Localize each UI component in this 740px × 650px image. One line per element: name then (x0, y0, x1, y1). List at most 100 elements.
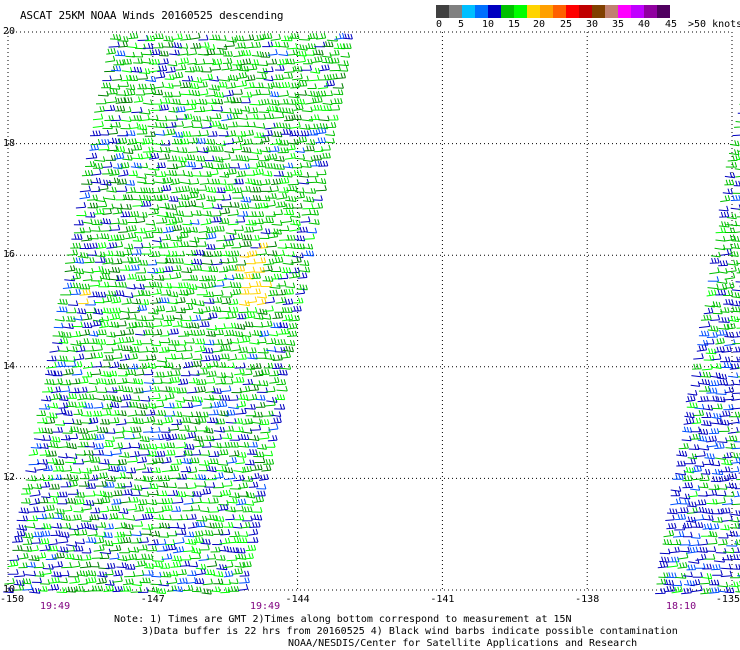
wind-barb (162, 177, 173, 184)
wind-barb (225, 514, 235, 521)
wind-barb (135, 275, 147, 281)
wind-barb (213, 578, 224, 585)
wind-barb (213, 426, 226, 433)
wind-barb (199, 506, 210, 513)
wind-barb (670, 486, 682, 492)
wind-barb (240, 240, 252, 247)
wind-barb (283, 203, 294, 210)
wind-barb (204, 155, 215, 162)
wind-barb (717, 538, 728, 546)
wind-barb (712, 308, 723, 315)
wind-barb (78, 338, 90, 345)
wind-barb (75, 538, 85, 545)
wind-barb (171, 411, 183, 418)
wind-barb (718, 268, 728, 274)
wind-barb (177, 387, 187, 394)
wind-barb (248, 528, 259, 536)
wind-barb (220, 394, 231, 401)
wind-barb (217, 400, 228, 408)
wind-barb (275, 296, 287, 304)
wind-barb (188, 137, 199, 144)
wind-barb (205, 138, 216, 145)
wind-barb (251, 321, 264, 328)
wind-barb (706, 546, 717, 552)
wind-barb (122, 248, 133, 256)
wind-barb (709, 579, 720, 586)
wind-barb (209, 120, 221, 127)
wind-barb (16, 524, 28, 531)
wind-barb (129, 546, 140, 553)
wind-barb (178, 57, 189, 65)
wind-barb (105, 579, 115, 586)
wind-barb (201, 66, 212, 73)
wind-barb (732, 503, 740, 506)
wind-barb (159, 50, 169, 57)
wind-barb (197, 147, 209, 154)
wind-barb (258, 432, 270, 440)
wind-barb (210, 210, 222, 217)
wind-barb (730, 554, 740, 560)
wind-barb (295, 147, 305, 153)
wind-barb (302, 196, 315, 203)
wind-barb (185, 431, 197, 439)
wind-barb (99, 553, 110, 560)
wind-barb (69, 576, 80, 584)
wind-barb (289, 130, 300, 137)
wind-barb (160, 571, 172, 578)
wind-barb (305, 97, 315, 105)
wind-barb (114, 531, 126, 538)
wind-barb (690, 485, 701, 491)
wind-barb (681, 435, 692, 442)
wind-barb (93, 536, 105, 544)
wind-barb (159, 433, 170, 441)
wind-barb (282, 72, 294, 79)
wind-barb (253, 495, 265, 503)
wind-barb (267, 49, 278, 56)
wind-barb (95, 522, 107, 528)
wind-barb (120, 211, 131, 218)
legend-swatch (488, 5, 501, 18)
wind-barb (21, 497, 31, 504)
wind-barb (62, 368, 74, 376)
wind-barb (36, 410, 47, 416)
wind-barb (120, 401, 132, 408)
wind-barb (85, 537, 97, 543)
wind-barb (722, 498, 733, 506)
wind-barb (155, 71, 166, 79)
wind-barb (265, 200, 276, 208)
wind-barb (289, 224, 300, 232)
wind-barb (147, 121, 158, 128)
wind-barb (156, 122, 168, 129)
wind-barb (114, 513, 125, 520)
wind-barb (172, 224, 183, 232)
wind-barb (708, 530, 718, 538)
wind-barb (33, 562, 45, 569)
wind-barb (251, 50, 263, 57)
wind-barb (139, 491, 150, 497)
legend-swatch (566, 5, 579, 18)
wind-barb (693, 353, 704, 360)
wind-barb (691, 417, 702, 425)
wind-barb (130, 66, 143, 73)
wind-barb (233, 376, 245, 383)
wind-barb (121, 106, 132, 113)
wind-barb (97, 377, 107, 385)
wind-barb (692, 572, 703, 578)
wind-barb (232, 192, 244, 199)
wind-barb (71, 321, 83, 328)
wind-barb (124, 571, 136, 578)
wind-barb (193, 308, 204, 315)
wind-barb (731, 285, 740, 292)
wind-barb (175, 529, 187, 535)
wind-barb (183, 345, 193, 352)
longitude-label: -135 (715, 594, 740, 605)
wind-barb (176, 568, 187, 576)
wind-barb (145, 83, 156, 90)
wind-barb (92, 265, 104, 273)
wind-barb (677, 561, 688, 569)
wind-barb (199, 544, 210, 551)
wind-barb (102, 295, 113, 303)
wind-barb (140, 290, 151, 297)
wind-barb (286, 42, 298, 50)
wind-barb (50, 386, 61, 394)
